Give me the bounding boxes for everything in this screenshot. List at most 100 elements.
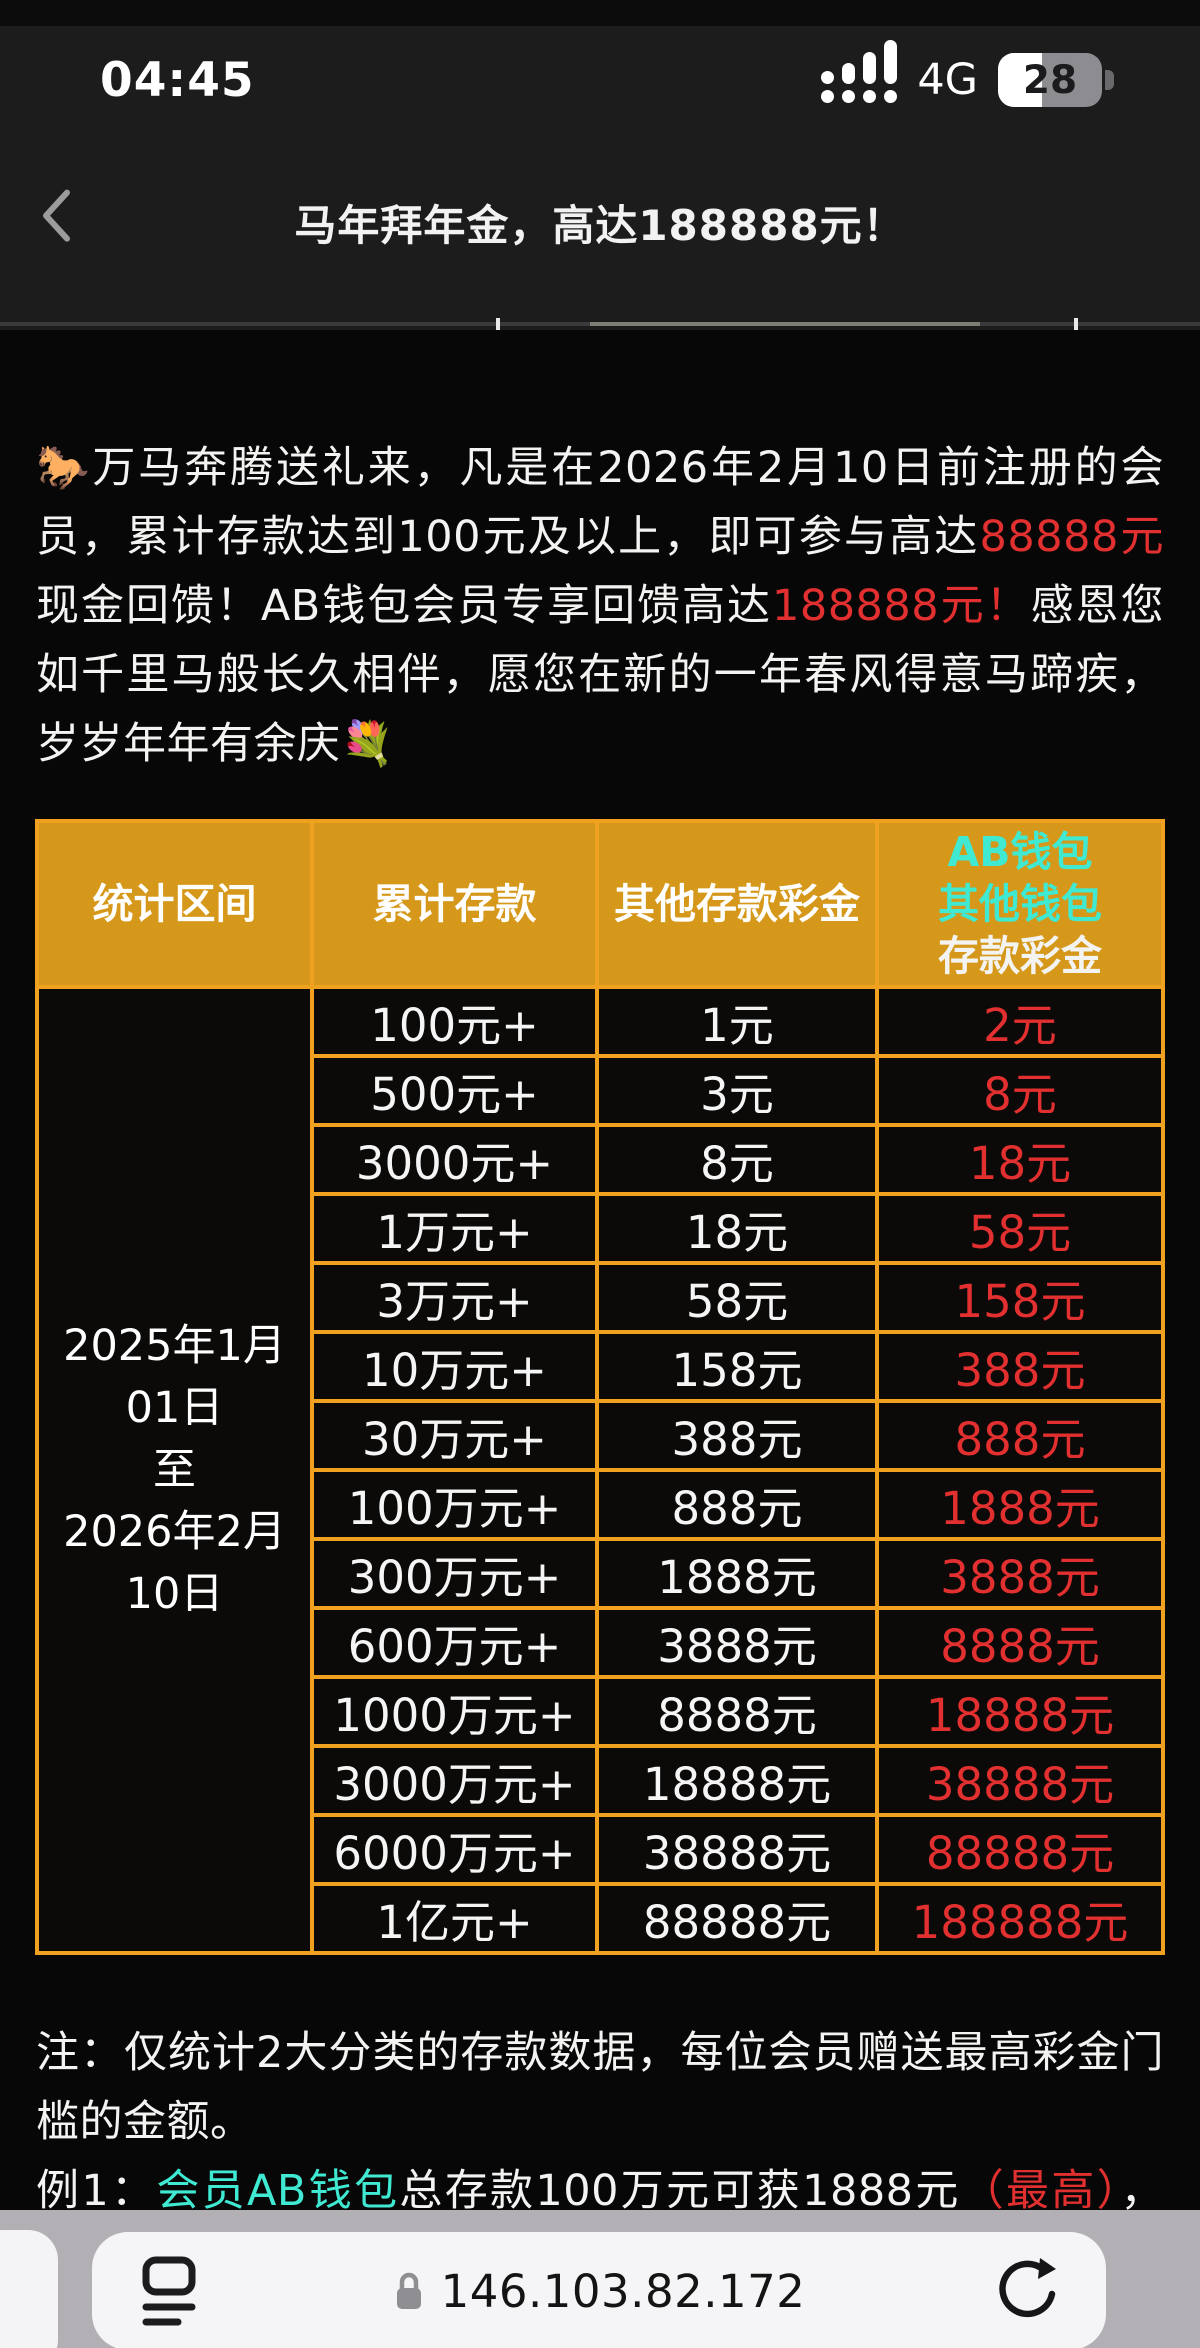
header-other-bonus: 其他存款彩金 (595, 819, 879, 989)
status-icons: 4G 28 (821, 40, 1114, 107)
progress-tick (496, 318, 500, 330)
ab-bonus-cell: 888元 (875, 1399, 1165, 1472)
ab-bonus-cell: 18888元 (875, 1675, 1165, 1748)
period-line: 至 (153, 1445, 196, 1495)
lock-icon (396, 2272, 421, 2309)
period-line: 2025年1月01日 (63, 1321, 286, 1433)
top-strip (0, 0, 1200, 26)
other-bonus-cell: 1元 (595, 985, 879, 1058)
deposit-cell: 600万元+ (310, 1606, 599, 1679)
ab-bonus-cell: 88888元 (875, 1813, 1165, 1886)
other-bonus-cell: 3元 (595, 1054, 879, 1127)
period-cell: 2025年1月01日至 2026年2月10日 (35, 985, 314, 1955)
text-segment: 188888元！ (771, 581, 1031, 631)
table-row: 1万元+ 18元 58元 (37, 1192, 1165, 1265)
promo-text: 🐎万马奔腾送礼来，凡是在2026年2月10日前注册的会员，累计存款达到100元及… (36, 434, 1164, 779)
table-row: 10万元+ 158元 388元 (37, 1330, 1165, 1403)
deposit-cell: 100万元+ (310, 1468, 599, 1541)
other-bonus-cell: 8888元 (595, 1675, 879, 1748)
other-bonus-cell: 18888元 (595, 1744, 879, 1817)
battery-icon: 28 (998, 53, 1114, 107)
table-row: 6000万元+ 38888元 88888元 (37, 1813, 1165, 1886)
table-row: 2025年1月01日至 2026年2月10日 100元+ 1元 2元 (35, 985, 1165, 1955)
reload-button[interactable] (994, 2256, 1060, 2326)
period-line: 2026年2月10日 (63, 1507, 286, 1619)
status-bar: 04:45 4G 28 (0, 26, 1200, 118)
progress-tick (1074, 318, 1078, 330)
url-display: 146.103.82.172 (92, 2265, 1106, 2318)
adjacent-tab-pill[interactable] (0, 2230, 58, 2348)
ab-bonus-cell: 158元 (875, 1261, 1165, 1334)
ab-bonus-cell: 1888元 (875, 1468, 1165, 1541)
text-segment: 会员AB钱包 (156, 2166, 400, 2216)
table-row: 100万元+ 888元 1888元 (37, 1468, 1165, 1541)
table-row: 500元+ 3元 8元 (37, 1054, 1165, 1127)
reader-view-icon (142, 2256, 196, 2326)
ab-bonus-cell: 3888元 (875, 1537, 1165, 1610)
other-bonus-cell: 38888元 (595, 1813, 879, 1886)
other-bonus-cell: 158元 (595, 1330, 879, 1403)
address-bar[interactable]: 146.103.82.172 (92, 2232, 1106, 2348)
bonus-table: 统计区间 累计存款 其他存款彩金 AB钱包 其他钱包 存款彩金 2025年1月01日… (35, 819, 1165, 1955)
text-segment: 注：仅统计2大分类的存款数据，每位会员赠送最高彩金门槛的金额。 (36, 2028, 1164, 2147)
text-segment: （最高） (960, 2166, 1121, 2216)
battery-fill (998, 53, 1042, 107)
signal-strength-icon (821, 40, 898, 105)
table-row: 1000万元+ 8888元 18888元 (37, 1675, 1165, 1748)
header-line: AB钱包 (947, 828, 1093, 876)
table-row: 30万元+ 388元 888元 (37, 1399, 1165, 1472)
battery-nub (1105, 70, 1114, 90)
page-content: 🐎万马奔腾送礼来，凡是在2026年2月10日前注册的会员，累计存款达到100元及… (0, 330, 1200, 2348)
back-button[interactable] (40, 187, 72, 248)
status-time: 04:45 (100, 52, 255, 108)
phone-header: 04:45 4G 28 (0, 0, 1200, 330)
table-row: 3万元+ 58元 158元 (37, 1261, 1165, 1334)
ab-bonus-cell: 18元 (875, 1123, 1165, 1196)
text-segment: 总存款100万元可获1888元 (399, 2166, 961, 2216)
url-text: 146.103.82.172 (440, 2264, 806, 2318)
deposit-cell: 3000万元+ (310, 1744, 599, 1817)
deposit-cell: 1000万元+ (310, 1675, 599, 1748)
table-row: 600万元+ 3888元 8888元 (37, 1606, 1165, 1679)
other-bonus-cell: 88888元 (595, 1882, 879, 1955)
note-paragraph: 注：仅统计2大分类的存款数据，每位会员赠送最高彩金门槛的金额。 (36, 2019, 1164, 2157)
text-segment: 例1： (36, 2166, 157, 2216)
ab-bonus-cell: 188888元 (875, 1882, 1165, 1955)
ab-bonus-cell: 38888元 (875, 1744, 1165, 1817)
header-period: 统计区间 (35, 819, 314, 989)
deposit-cell: 3万元+ (310, 1261, 599, 1334)
other-bonus-cell: 388元 (595, 1399, 879, 1472)
deposit-cell: 300万元+ (310, 1537, 599, 1610)
other-bonus-cell: 58元 (595, 1261, 879, 1334)
deposit-cell: 1万元+ (310, 1192, 599, 1265)
deposit-cell: 500元+ (310, 1054, 599, 1127)
deposit-cell: 3000元+ (310, 1123, 599, 1196)
header-line: 其他钱包 (938, 880, 1102, 928)
ab-bonus-cell: 8元 (875, 1054, 1165, 1127)
browser-bottom-bar: 146.103.82.172 (0, 2210, 1200, 2348)
ab-bonus-cell: 388元 (875, 1330, 1165, 1403)
ab-bonus-cell: 58元 (875, 1192, 1165, 1265)
reader-view-button[interactable] (138, 2253, 200, 2329)
table-row: 3000万元+ 18888元 38888元 (37, 1744, 1165, 1817)
deposit-cell: 30万元+ (310, 1399, 599, 1472)
other-bonus-cell: 18元 (595, 1192, 879, 1265)
nav-bar: 马年拜年金，高达188888元！ (0, 118, 1200, 330)
page-title: 马年拜年金，高达188888元！ (294, 200, 906, 250)
network-type-label: 4G (917, 55, 978, 105)
progress-segment (590, 322, 980, 326)
other-bonus-cell: 1888元 (595, 1537, 879, 1610)
deposit-cell: 6000万元+ (310, 1813, 599, 1886)
other-bonus-cell: 888元 (595, 1468, 879, 1541)
battery-percent: 28 (1022, 57, 1078, 103)
ab-bonus-cell: 8888元 (875, 1606, 1165, 1679)
table-row: 3000元+ 8元 18元 (37, 1123, 1165, 1196)
nav-divider (0, 318, 1200, 330)
header-deposit: 累计存款 (310, 819, 599, 989)
ab-bonus-cell: 2元 (875, 985, 1165, 1058)
header-line: 存款彩金 (938, 932, 1102, 980)
other-bonus-cell: 8元 (595, 1123, 879, 1196)
header-ab-wallet-bonus: AB钱包 其他钱包 存款彩金 (875, 819, 1165, 989)
text-segment: 现金回馈！AB钱包会员专享回馈高达 (36, 581, 772, 631)
